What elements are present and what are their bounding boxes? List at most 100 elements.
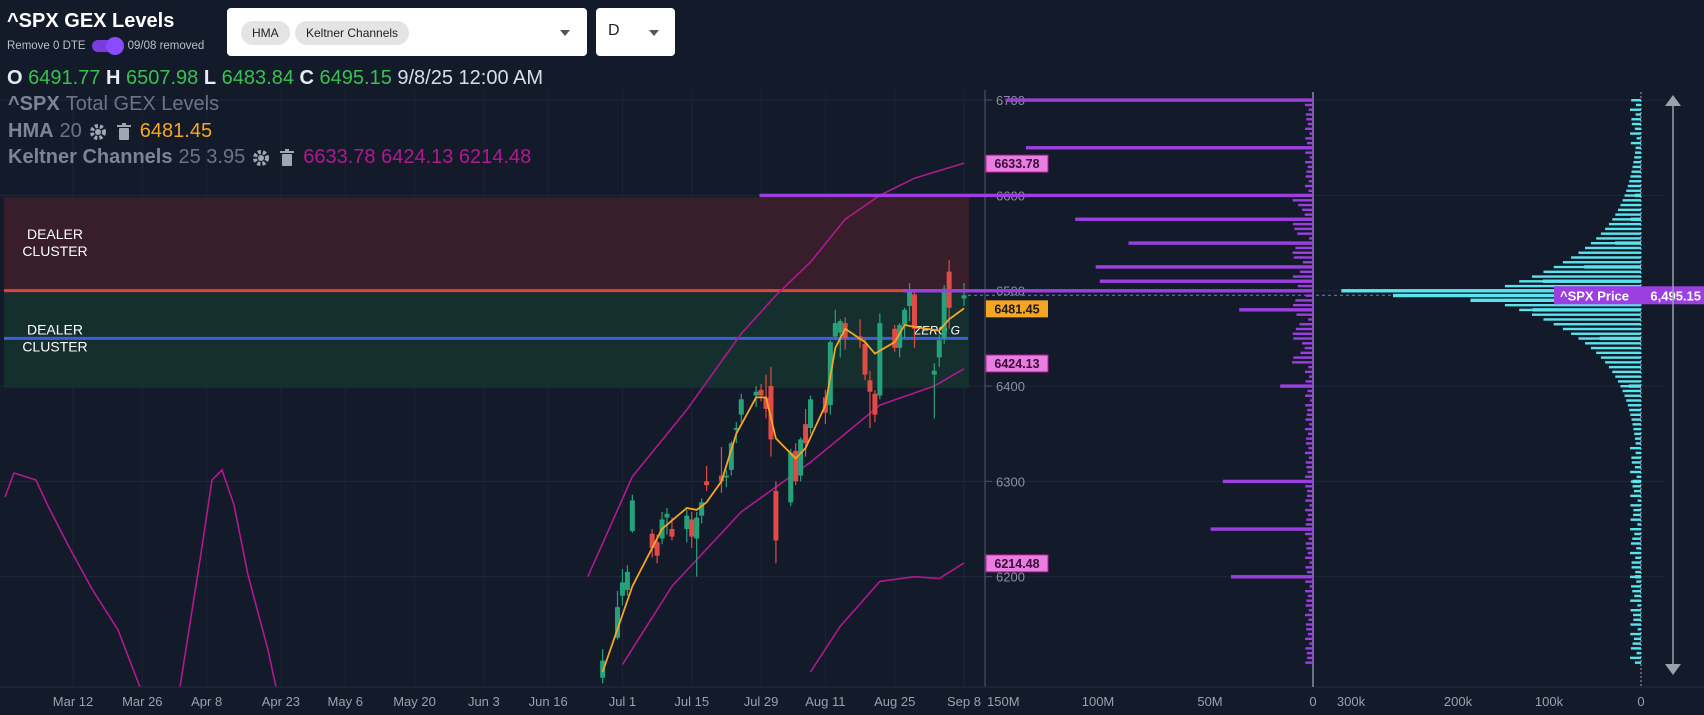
gex-bar [1305, 427, 1313, 431]
gex-bar [1306, 494, 1313, 498]
gex-bar [1305, 623, 1313, 626]
gear-icon[interactable] [251, 148, 271, 168]
gex-cyan-bar [1393, 293, 1641, 298]
gex-bar [1306, 518, 1313, 521]
interval-select[interactable]: D [596, 8, 675, 56]
indicator-chip-hma[interactable]: HMA [241, 21, 290, 45]
cyan-axis-label: 0 [1637, 694, 1644, 709]
gex-axis-label: 150M [987, 694, 1020, 709]
gex-bar [1239, 308, 1313, 312]
gex-cyan-bar [1626, 189, 1641, 192]
hma-value: 6481.45 [139, 120, 213, 142]
gex-cyan-bar [1633, 613, 1641, 617]
gex-bar [1305, 370, 1313, 374]
vertical-scrollbar[interactable] [1665, 95, 1681, 675]
date-axis-label: Jul 15 [674, 694, 709, 709]
candle-body [867, 380, 873, 392]
gex-cyan-bar [1636, 651, 1641, 655]
gex-bar [1302, 261, 1313, 264]
gex-bar [1304, 213, 1313, 216]
gex-cyan-bar [1612, 218, 1641, 221]
gex-cyan-bar [1631, 456, 1641, 459]
gex-cyan-bar [1571, 256, 1641, 259]
gex-bar [1299, 270, 1313, 273]
chevron-up-icon [1665, 95, 1681, 106]
gex-cyan-bar [1600, 356, 1641, 359]
candle-body [892, 328, 898, 348]
gex-bar [1307, 470, 1313, 474]
gex-cyan-bar [1630, 217, 1641, 221]
gear-icon[interactable] [88, 122, 108, 142]
gex-bar [1305, 151, 1313, 154]
gex-cyan-bar [1612, 370, 1641, 374]
gex-cyan-bar [1532, 308, 1641, 312]
gex-bar [1305, 604, 1313, 607]
indicator-chip-keltner[interactable]: Keltner Channels [295, 21, 410, 45]
chevron-down-icon[interactable] [560, 30, 570, 36]
candle-body [837, 321, 843, 333]
candle-body [704, 481, 710, 486]
gex-bar [1292, 303, 1313, 307]
gex-bar [1305, 103, 1313, 107]
gex-cyan-bar [1596, 237, 1641, 240]
date-axis-label: May 6 [328, 694, 363, 709]
gex-cyan-bar [1504, 284, 1641, 288]
cyan-axis-label: 100k [1535, 694, 1564, 709]
gex-bar [1307, 656, 1313, 660]
gex-cyan-bar [1634, 127, 1641, 130]
dealer-cluster-label: DEALER [27, 226, 83, 242]
gex-cyan-bar [1630, 175, 1641, 178]
gex-cyan-bar [1584, 265, 1641, 269]
gex-bar [1306, 599, 1313, 602]
gex-cyan-bar [1631, 561, 1641, 564]
candle-body [961, 295, 967, 299]
price-axis-label: 6300 [996, 474, 1025, 489]
level-tag-label: 6481.45 [994, 302, 1039, 316]
price-axis-label: 6200 [996, 570, 1025, 585]
toggle-status: 09/08 removed [127, 40, 205, 52]
gex-cyan-bar [1637, 628, 1641, 631]
keltner-params: 25 3.95 [178, 146, 246, 168]
gex-bar [1306, 570, 1313, 574]
close-value: 6495.15 [319, 67, 392, 89]
gex-bar [1307, 513, 1313, 517]
trash-icon[interactable] [114, 122, 134, 142]
candle-body [931, 370, 937, 375]
gex-cyan-bar [1630, 528, 1641, 531]
hma-20-line [601, 307, 965, 673]
gex-bar [1305, 613, 1313, 617]
gex-cyan-bar [1631, 170, 1641, 173]
gex-bar [1309, 561, 1313, 564]
gex-cyan-bar [1531, 313, 1641, 316]
gex-bar [1309, 585, 1313, 588]
gex-bar [1292, 222, 1313, 226]
indicator-select[interactable]: HMA Keltner Channels [227, 8, 587, 56]
gex-cyan-bar [1634, 532, 1641, 536]
gex-cyan-bar [1634, 575, 1641, 579]
gex-bar [1280, 384, 1313, 388]
price-tags: 6633.78 6481.45 6424.13 6214.48 ^SPX Price 6… [985, 154, 1704, 573]
remove-0dte-toggle[interactable] [91, 37, 124, 55]
gex-cyan-bar [1622, 199, 1641, 202]
legend-hma: HMA 20 6481.45 [8, 120, 212, 143]
trash-icon[interactable] [277, 148, 297, 168]
gex-cyan-bar [1562, 327, 1641, 331]
candle-body [694, 517, 700, 539]
chevron-down-icon[interactable] [649, 30, 659, 36]
level-tag [985, 154, 1049, 173]
gex-cyan-bar [1636, 475, 1641, 478]
gex-bar [1306, 118, 1313, 121]
gex-bar [1306, 413, 1313, 416]
candle-body [941, 288, 947, 339]
gex-cyan-bar [1608, 222, 1641, 226]
candle-body [689, 519, 695, 537]
cyan-axis-label: 200k [1444, 694, 1473, 709]
low-value: 6483.84 [221, 67, 294, 89]
gex-bar [1293, 337, 1313, 340]
gex-cyan-bar [1630, 141, 1641, 145]
candle-body [803, 424, 809, 444]
gex-bar [759, 193, 1313, 198]
keltner-name: Keltner Channels [8, 146, 173, 168]
gex-cyan-bar [1630, 518, 1641, 521]
